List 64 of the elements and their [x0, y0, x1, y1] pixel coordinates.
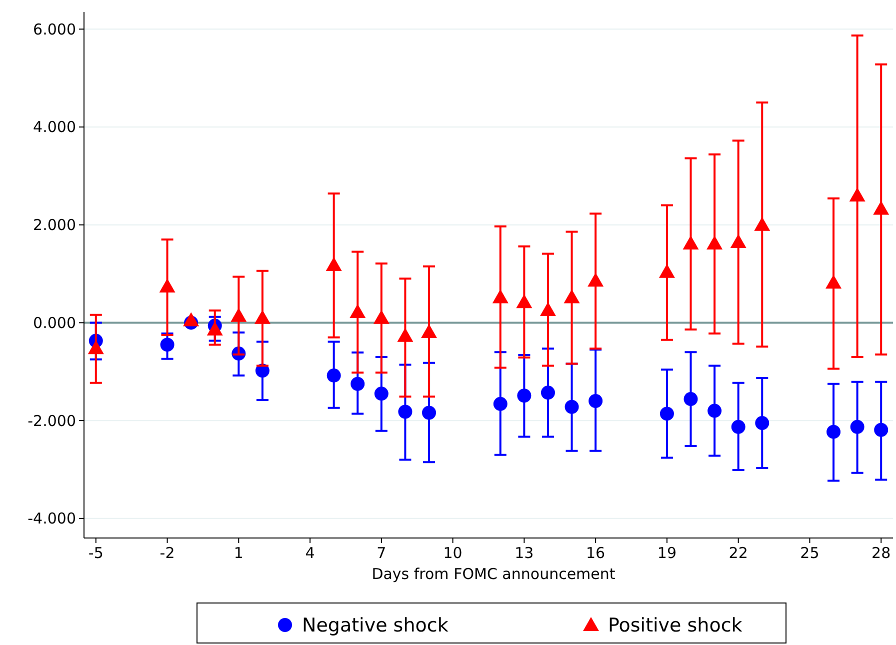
point [540, 302, 556, 316]
point [398, 404, 412, 419]
point [850, 420, 864, 434]
point [493, 396, 508, 411]
point [731, 420, 746, 434]
point [754, 216, 770, 231]
point [706, 235, 723, 250]
point [183, 312, 200, 326]
y-tick-label: -2.000 [28, 412, 76, 430]
point [374, 386, 388, 401]
point [684, 392, 698, 406]
point [517, 388, 532, 403]
point [564, 400, 579, 414]
point [826, 274, 842, 289]
point [730, 234, 746, 248]
legend-label: Negative shock [302, 614, 448, 637]
x-tick-label: -2 [160, 544, 175, 562]
point [849, 187, 866, 202]
y-tick-label: -4.000 [28, 510, 76, 528]
x-tick-label: 4 [305, 544, 315, 562]
x-tick-label: 19 [657, 544, 677, 562]
point [421, 324, 438, 338]
point [516, 294, 532, 308]
y-tick-label: 0.000 [33, 314, 76, 332]
point [254, 310, 270, 324]
point [160, 338, 174, 352]
point [682, 235, 699, 250]
point [658, 264, 675, 278]
point [708, 404, 722, 418]
y-tick-label: 2.000 [33, 216, 76, 234]
point [492, 289, 508, 304]
x-tick-label: 7 [376, 544, 386, 562]
x-tick-label: 16 [586, 544, 606, 562]
point [159, 278, 176, 292]
point [230, 308, 247, 322]
point [873, 200, 890, 215]
point [88, 340, 104, 354]
point [564, 289, 580, 304]
point [373, 310, 390, 324]
point [540, 386, 555, 400]
point [826, 424, 841, 439]
point [588, 272, 604, 287]
point [397, 328, 414, 342]
point [206, 322, 223, 336]
point [588, 394, 603, 408]
y-tick-label: 6.000 [33, 20, 76, 38]
point [874, 422, 888, 437]
x-tick-label: 1 [234, 544, 244, 562]
x-tick-label: 28 [872, 544, 891, 562]
x-axis-title: Days from FOMC announcement [372, 565, 616, 583]
x-tick-label: 22 [728, 544, 748, 562]
point [350, 376, 365, 391]
y-tick-label: 4.000 [33, 118, 76, 136]
point [350, 304, 366, 318]
legend-label: Positive shock [608, 614, 742, 637]
x-tick-label: -5 [88, 544, 104, 562]
point [422, 406, 436, 420]
point [660, 406, 674, 421]
x-tick-label: 10 [443, 544, 462, 562]
x-tick-label: 13 [514, 544, 534, 562]
point [755, 416, 770, 430]
point [326, 256, 342, 271]
x-tick-label: 25 [800, 544, 820, 562]
point [326, 368, 341, 383]
